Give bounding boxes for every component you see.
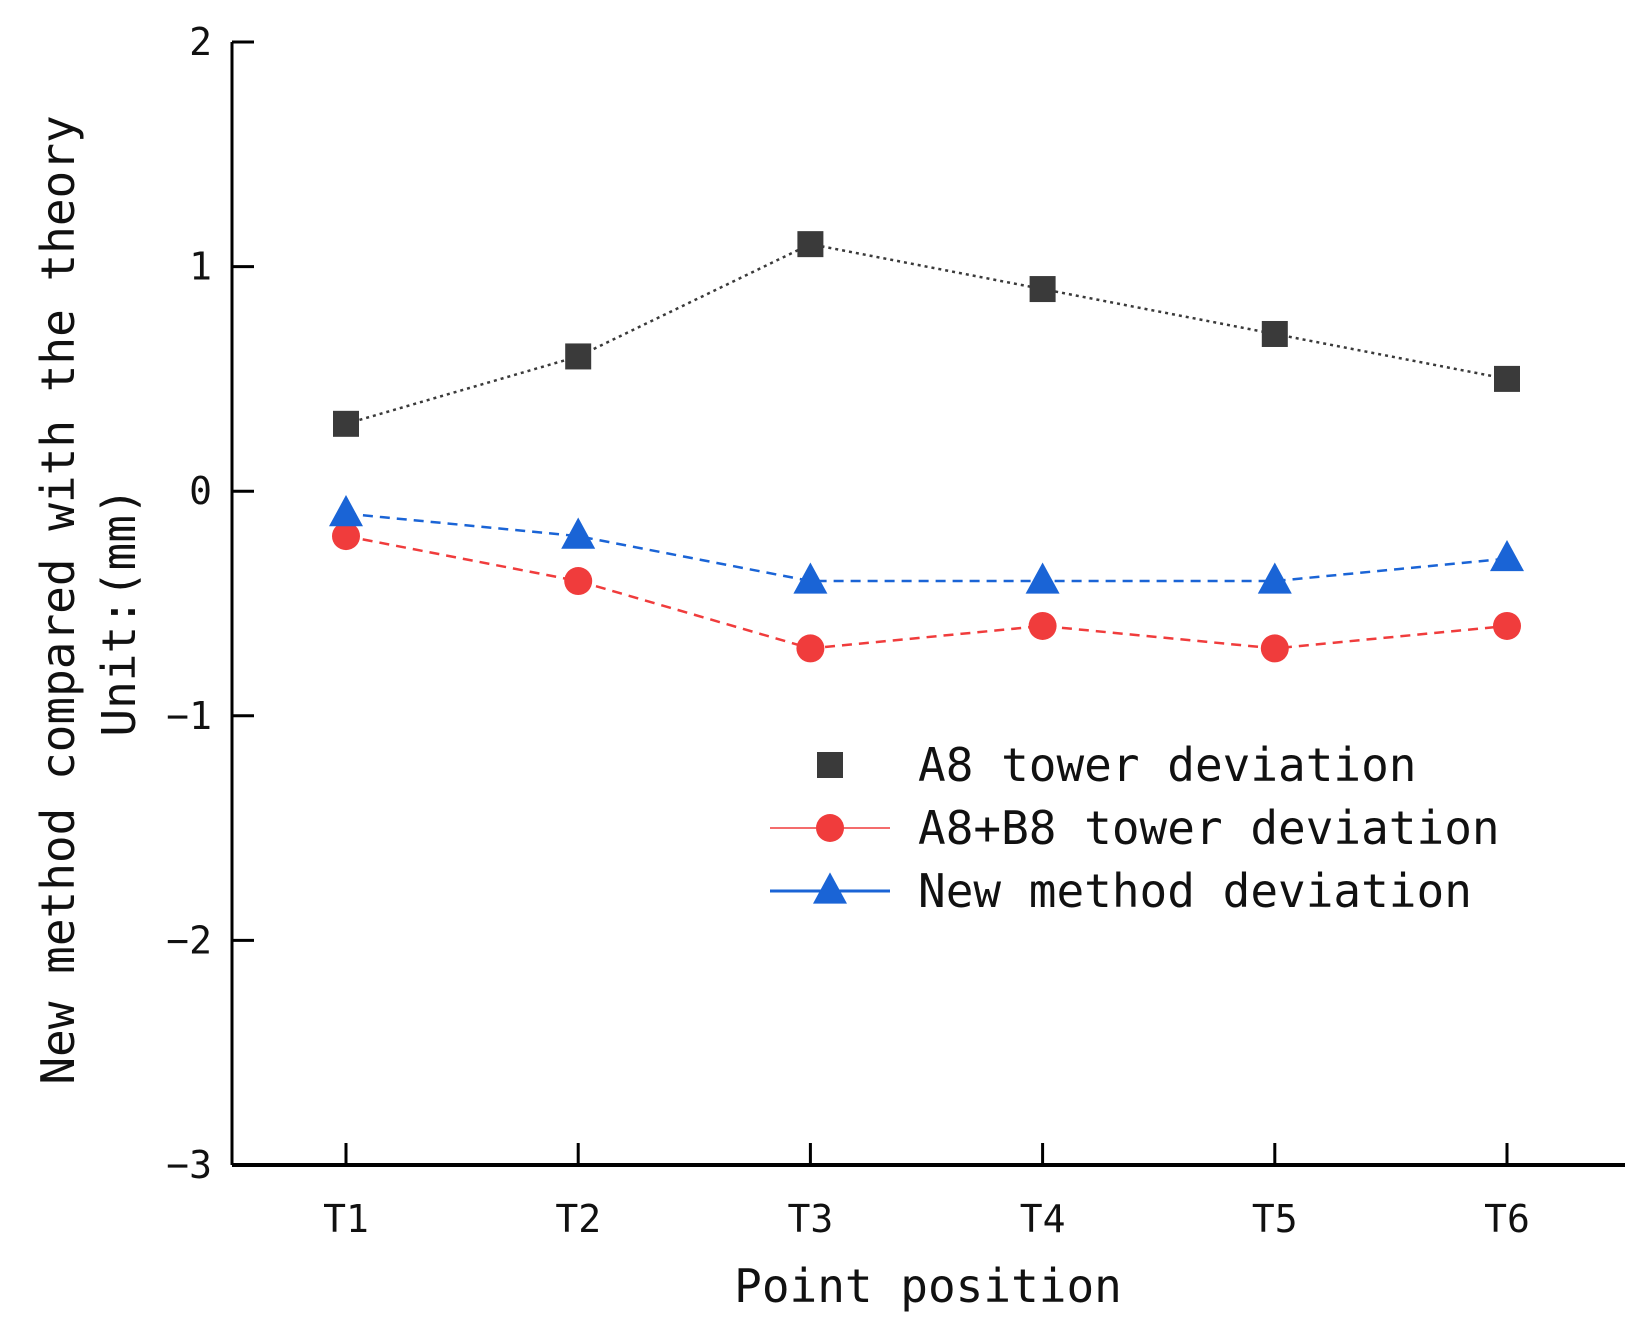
series-line — [345, 534, 1508, 650]
y-tick-label: −1 — [166, 694, 212, 738]
series-1 — [333, 231, 1520, 437]
data-point-triangle — [1490, 539, 1524, 572]
y-tick-label: −2 — [166, 918, 212, 962]
y-tick-label: 1 — [189, 245, 212, 289]
x-tick-label: T1 — [323, 1197, 369, 1241]
data-point-triangle — [561, 517, 596, 549]
legend-item-1: A8 tower deviation — [817, 738, 1417, 792]
data-point-triangle — [793, 562, 828, 594]
legend-marker-triangle — [813, 872, 847, 904]
axes: −3 −2 −1 0 1 2 T1 T2 T3 T4 T5 T6 — [166, 20, 1625, 1241]
legend-marker-square — [817, 752, 843, 778]
y-tick-label: 0 — [189, 469, 212, 513]
legend-label: New method deviation — [918, 864, 1472, 918]
data-point-circle — [1493, 611, 1521, 640]
data-point-circle — [1028, 611, 1057, 640]
data-point-circle — [1260, 634, 1289, 663]
data-point-square — [333, 410, 359, 437]
series-3 — [329, 495, 1524, 594]
y-axis-unit: Unit:(mm) — [92, 487, 146, 736]
legend-label: A8+B8 tower deviation — [918, 801, 1500, 855]
data-point-circle — [796, 634, 825, 663]
data-point-square — [797, 231, 824, 258]
data-point-square — [1029, 276, 1056, 303]
x-tick-label: T4 — [1020, 1197, 1066, 1241]
y-tick-label: 2 — [189, 20, 212, 64]
legend-marker-circle — [816, 814, 844, 842]
data-point-square — [1494, 365, 1520, 392]
x-tick-label: T5 — [1252, 1197, 1298, 1241]
y-axis-title: New method compared with the theory — [31, 115, 85, 1084]
legend: A8 tower deviation A8+B8 tower deviation N… — [770, 738, 1500, 918]
series-2 — [332, 522, 1521, 663]
series-line — [345, 512, 1508, 583]
x-tick-label: T2 — [555, 1197, 601, 1241]
data-point-circle — [332, 522, 360, 551]
data-point-triangle — [1025, 562, 1060, 594]
legend-label: A8 tower deviation — [918, 738, 1417, 792]
data-point-triangle — [329, 495, 363, 527]
data-point-triangle — [1257, 562, 1292, 594]
series-group — [329, 231, 1524, 663]
series-line — [345, 242, 1508, 426]
data-point-circle — [564, 567, 593, 596]
data-point-square — [1261, 320, 1288, 347]
x-axis-title: Point position — [734, 1259, 1122, 1313]
legend-item-3: New method deviation — [770, 864, 1472, 918]
data-point-square — [565, 343, 592, 370]
y-tick-label: −3 — [166, 1143, 212, 1187]
x-tick-label: T6 — [1484, 1197, 1530, 1241]
x-tick-label: T3 — [788, 1197, 834, 1241]
legend-item-2: A8+B8 tower deviation — [770, 801, 1500, 855]
